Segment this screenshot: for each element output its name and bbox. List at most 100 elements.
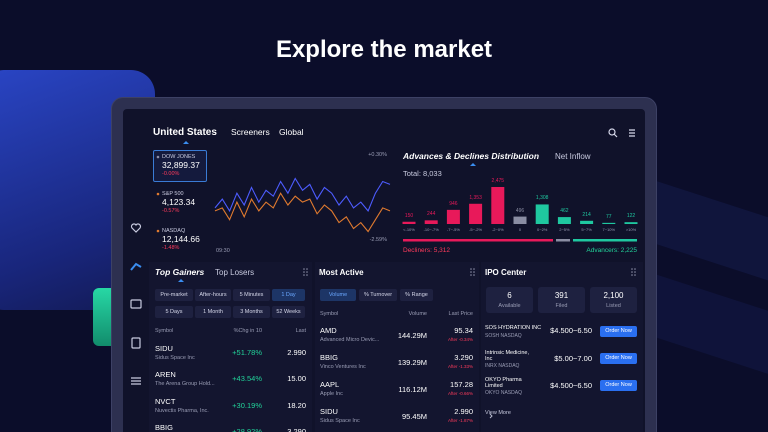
decliners-label: Decliners: 5,312 bbox=[403, 247, 450, 255]
index-dot bbox=[156, 192, 160, 196]
filter-button[interactable] bbox=[400, 289, 433, 301]
ipo-price: $4.500~6.50 bbox=[550, 380, 592, 390]
search-icon[interactable] bbox=[608, 128, 616, 136]
distribution-bar bbox=[402, 221, 416, 224]
decliners-bar bbox=[403, 239, 553, 242]
ipo-price: $4.500~6.50 bbox=[550, 326, 592, 335]
row-name: Apple Inc bbox=[320, 390, 343, 397]
row-name: Sidus Space Inc bbox=[155, 354, 195, 361]
filter-button[interactable] bbox=[359, 289, 397, 301]
advancers-label: Advancers: 2,225 bbox=[586, 247, 637, 255]
watchlist-icon[interactable] bbox=[130, 223, 142, 233]
filter-button[interactable] bbox=[195, 289, 231, 301]
filter-label: % Range bbox=[405, 291, 428, 298]
index-name[interactable]: NASDAQ bbox=[162, 227, 186, 234]
bar-category: 0~2% bbox=[537, 226, 548, 232]
filter-button[interactable] bbox=[272, 306, 305, 318]
filter-button[interactable] bbox=[233, 306, 270, 318]
panel-tab[interactable]: Net Inflow bbox=[555, 152, 591, 162]
distribution-bar bbox=[535, 204, 549, 224]
bar-category: 7~10% bbox=[602, 226, 616, 232]
view-more[interactable]: View More bbox=[485, 409, 511, 416]
row-symbol[interactable]: SIDU bbox=[155, 343, 173, 353]
wallet-icon[interactable] bbox=[130, 299, 142, 309]
index-change: -1.48% bbox=[162, 244, 180, 251]
filter-button[interactable] bbox=[272, 289, 305, 301]
panel-title[interactable]: Advances & Declines Distribution bbox=[403, 150, 540, 161]
order-label[interactable]: Order Now bbox=[605, 327, 632, 334]
filter-label: Volume bbox=[328, 291, 348, 298]
order-button[interactable] bbox=[600, 325, 637, 337]
stat-value: 391 bbox=[554, 291, 569, 301]
distribution-bar bbox=[469, 203, 483, 224]
row-last: 3.290 bbox=[454, 352, 473, 362]
row-symbol[interactable]: BBIG bbox=[155, 423, 173, 432]
filter-button[interactable] bbox=[320, 289, 356, 301]
filter-button[interactable] bbox=[155, 289, 193, 301]
row-last: 3.290 bbox=[287, 427, 306, 432]
menu-icon[interactable] bbox=[131, 377, 141, 385]
distribution-bar bbox=[491, 187, 505, 224]
drag-handle[interactable] bbox=[631, 268, 636, 276]
drag-handle[interactable] bbox=[470, 268, 475, 276]
orders-icon[interactable] bbox=[131, 337, 141, 349]
distribution-bar bbox=[624, 222, 638, 224]
row-after: After -1.87% bbox=[447, 418, 473, 424]
row-symbol[interactable]: SIDU bbox=[320, 406, 338, 416]
filter-button[interactable] bbox=[233, 289, 270, 301]
row-name: Advanced Micro Devic... bbox=[320, 336, 380, 343]
stat-label: Available bbox=[498, 302, 521, 309]
drag-handle[interactable] bbox=[303, 268, 308, 276]
row-symbol[interactable]: AMD bbox=[320, 325, 337, 335]
column-header: Symbol bbox=[320, 310, 339, 317]
row-volume: 116.12M bbox=[398, 384, 427, 394]
bar-label: 462 bbox=[560, 208, 569, 215]
order-button[interactable] bbox=[600, 353, 637, 364]
index-dot bbox=[156, 155, 160, 159]
bar-label: 2,475 bbox=[491, 178, 505, 184]
filter-label: 5 Days bbox=[165, 308, 183, 315]
stat-box[interactable] bbox=[538, 287, 585, 313]
stat-label: Filed bbox=[555, 302, 568, 309]
nav-tab[interactable]: Global bbox=[279, 126, 304, 137]
tab-indicator bbox=[183, 141, 189, 144]
panel-tab[interactable]: Top Losers bbox=[215, 268, 255, 278]
index-name[interactable]: DOW JONES bbox=[162, 153, 196, 160]
filter-button[interactable] bbox=[195, 306, 231, 318]
bar-label: 946 bbox=[449, 200, 458, 207]
order-button[interactable] bbox=[600, 380, 637, 391]
bar-category: -5~-2% bbox=[469, 226, 483, 232]
menu-icon[interactable] bbox=[629, 129, 635, 137]
order-label[interactable]: Order Now bbox=[605, 382, 632, 389]
column-header: Last bbox=[295, 327, 306, 334]
stat-box[interactable] bbox=[590, 287, 637, 313]
filter-label: 3 Months bbox=[240, 308, 263, 315]
index-card-selected[interactable] bbox=[153, 150, 207, 182]
ipo-price: $5.00~7.00 bbox=[554, 353, 592, 363]
row-change: +30.19% bbox=[232, 400, 262, 410]
bar-category: <-10% bbox=[403, 226, 415, 232]
index-line bbox=[214, 177, 391, 213]
distribution-bar bbox=[424, 220, 438, 224]
row-name: Vinco Ventures Inc bbox=[320, 363, 366, 370]
index-value: 12,144.66 bbox=[162, 233, 200, 244]
row-last: 2.990 bbox=[287, 347, 306, 357]
nav-tab[interactable]: Screeners bbox=[231, 126, 270, 137]
row-symbol[interactable]: NVCT bbox=[155, 396, 176, 406]
advancers-bar bbox=[573, 239, 637, 242]
ipo-name: OKYO Pharma Limited bbox=[485, 376, 522, 389]
bar-category: >10% bbox=[625, 226, 637, 232]
column-header: Volume bbox=[408, 310, 427, 317]
panel-title[interactable]: Top Gainers bbox=[155, 266, 205, 277]
nav-tab[interactable]: United States bbox=[153, 127, 217, 138]
row-symbol[interactable]: AAPL bbox=[320, 379, 340, 389]
filter-button[interactable] bbox=[155, 306, 193, 318]
markets-icon[interactable] bbox=[130, 262, 142, 271]
index-name[interactable]: S&P 500 bbox=[162, 190, 184, 197]
row-symbol[interactable]: AREN bbox=[155, 370, 176, 379]
row-symbol[interactable]: BBIG bbox=[320, 352, 338, 362]
row-after: After -1.33% bbox=[447, 364, 473, 370]
stat-box[interactable] bbox=[486, 287, 533, 313]
order-label[interactable]: Order Now bbox=[605, 355, 632, 362]
